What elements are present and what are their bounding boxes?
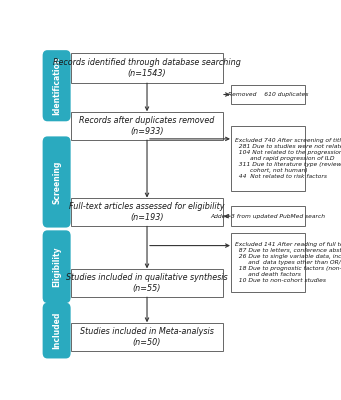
Text: Excluded 740 After screening of titles and abstracts
  281 Due to studies were n: Excluded 740 After screening of titles a… — [235, 138, 341, 179]
FancyBboxPatch shape — [231, 206, 305, 226]
FancyBboxPatch shape — [43, 50, 71, 121]
FancyBboxPatch shape — [231, 85, 305, 104]
FancyBboxPatch shape — [43, 136, 71, 228]
Text: Studies included in Meta-analysis
(n=50): Studies included in Meta-analysis (n=50) — [80, 327, 214, 347]
Text: Identification: Identification — [52, 56, 61, 115]
Text: Full-text articles assessed for eligibility
(n=193): Full-text articles assessed for eligibil… — [69, 202, 225, 222]
Text: Excluded 141 After reading of full text
  87 Due to letters, conference abstract: Excluded 141 After reading of full text … — [235, 242, 341, 283]
Text: Eligibility: Eligibility — [52, 246, 61, 287]
FancyBboxPatch shape — [71, 53, 223, 83]
Text: Removed  610 duplicates: Removed 610 duplicates — [228, 92, 308, 97]
FancyBboxPatch shape — [71, 269, 223, 297]
Text: Screening: Screening — [52, 160, 61, 204]
FancyBboxPatch shape — [231, 234, 305, 292]
FancyBboxPatch shape — [43, 230, 71, 303]
Text: Records identified through database searching
(n=1543): Records identified through database sear… — [53, 58, 241, 78]
Text: Records after duplicates removed
(n=933): Records after duplicates removed (n=933) — [79, 116, 215, 136]
FancyBboxPatch shape — [71, 198, 223, 226]
FancyBboxPatch shape — [231, 126, 305, 191]
FancyBboxPatch shape — [71, 112, 223, 140]
Text: Added 3 from updated PubMed search: Added 3 from updated PubMed search — [210, 214, 325, 219]
Text: Studies included in qualitative synthesis
(n=55): Studies included in qualitative synthesi… — [66, 273, 228, 293]
FancyBboxPatch shape — [43, 303, 71, 358]
FancyBboxPatch shape — [71, 323, 223, 351]
Text: Included: Included — [52, 312, 61, 349]
